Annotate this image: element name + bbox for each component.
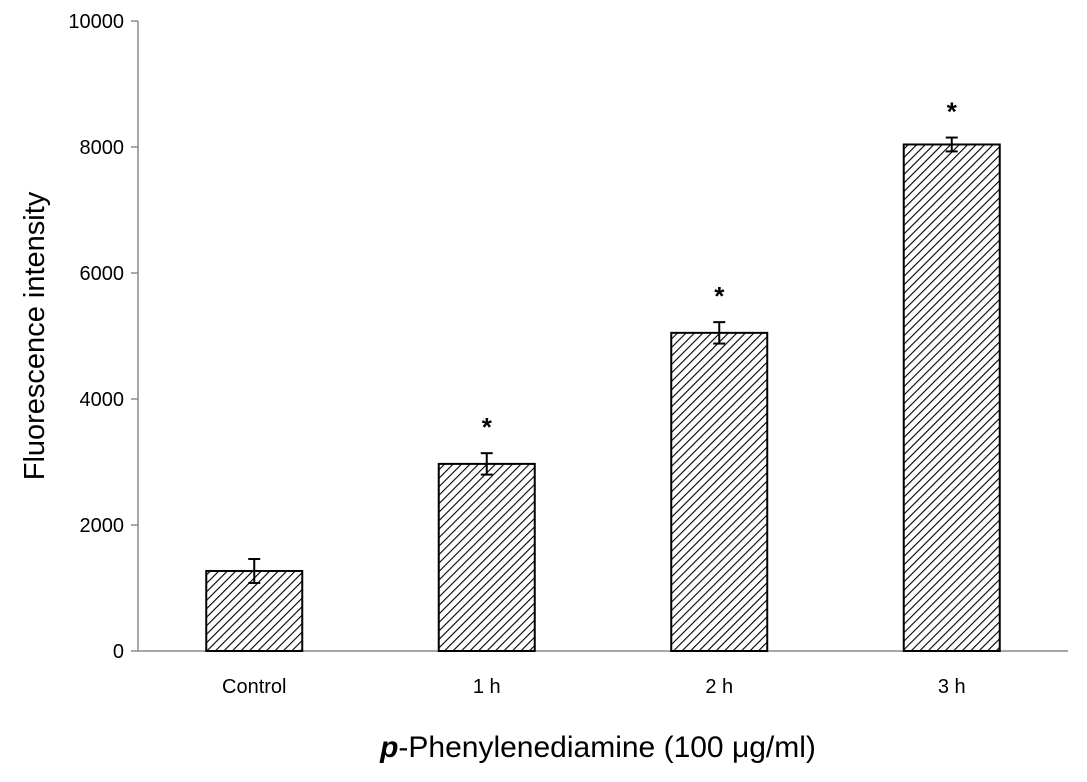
bar-1-h bbox=[437, 462, 536, 653]
y-axis-label: Fluorescence intensity bbox=[19, 191, 51, 480]
significance-marker: * bbox=[714, 281, 725, 311]
y-tick-label: 4000 bbox=[80, 389, 125, 411]
significance-marker: * bbox=[947, 97, 958, 127]
x-tick-label: 1 h bbox=[473, 676, 501, 698]
x-tick-label: Control bbox=[222, 676, 286, 698]
bar-2-h bbox=[670, 331, 769, 652]
y-ticks: 0 2000 4000 6000 8000 10000 bbox=[68, 11, 138, 663]
y-tick-label: 10000 bbox=[68, 11, 124, 33]
y-tick-label: 2000 bbox=[80, 515, 125, 537]
significance-marker: * bbox=[482, 412, 493, 442]
x-tick-label: 3 h bbox=[938, 676, 966, 698]
x-axis-label: p-Phenylenediamine (100 μg/ml) bbox=[379, 731, 816, 764]
bars: * * * bbox=[205, 97, 1001, 653]
y-tick-label: 8000 bbox=[80, 137, 125, 159]
bar-control bbox=[205, 569, 304, 652]
x-tick-labels: Control 1 h 2 h 3 h bbox=[222, 676, 966, 698]
y-tick-label: 0 bbox=[113, 641, 124, 663]
x-tick-label: 2 h bbox=[705, 676, 733, 698]
x-axis-label-rest: -Phenylenediamine (100 μg/ml) bbox=[398, 731, 816, 764]
y-tick-label: 6000 bbox=[80, 263, 125, 285]
x-axis-label-prefix: p bbox=[379, 731, 398, 764]
bar-3-h bbox=[902, 143, 1001, 652]
